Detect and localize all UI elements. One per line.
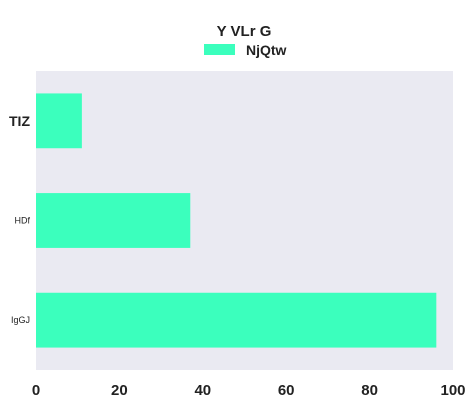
legend-swatch (204, 44, 235, 55)
y-tick-labels: TIZ HDf IgGJ (9, 113, 30, 325)
y-tick-label: IgGJ (11, 315, 30, 325)
x-tick-label: 100 (440, 382, 465, 399)
chart-title: Y VLr G (217, 23, 272, 40)
y-tick-label: HDf (15, 216, 31, 226)
legend: NjQtw (204, 42, 287, 58)
bars (36, 93, 437, 348)
x-tick-label: 40 (194, 382, 211, 399)
x-tick-label: 20 (111, 382, 128, 399)
x-tick-label: 60 (278, 382, 295, 399)
y-tick-label: TIZ (9, 113, 30, 129)
legend-label: NjQtw (246, 42, 287, 58)
x-tick-label: 80 (361, 382, 378, 399)
bar-iggj (36, 292, 437, 348)
x-tick-label: 0 (32, 382, 40, 399)
bar-hdf (36, 193, 191, 248)
bar-tiz (36, 93, 82, 149)
x-tick-labels: 0 20 40 60 80 100 (32, 382, 466, 399)
